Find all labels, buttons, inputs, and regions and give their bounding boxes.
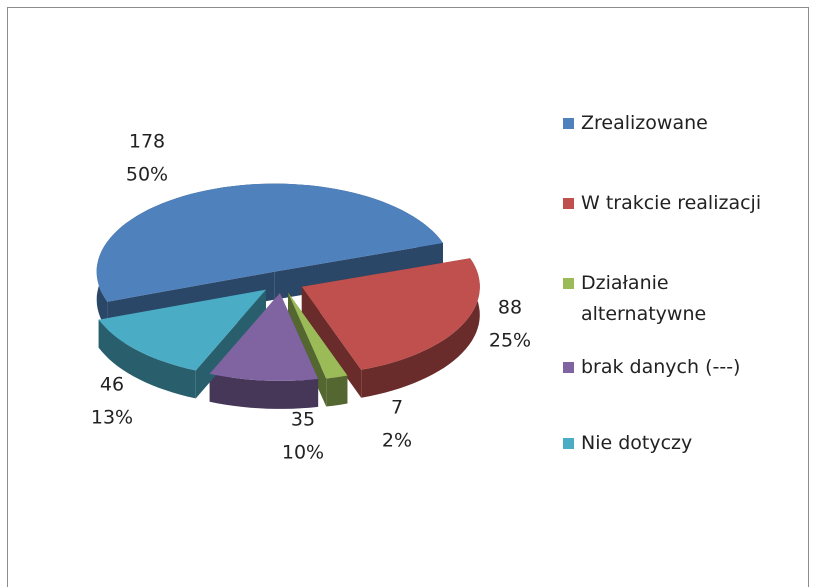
- data-label: 178: [129, 131, 165, 153]
- legend-item: brak danych (---): [560, 352, 781, 383]
- legend-swatch: [563, 438, 574, 449]
- percent-label: 50%: [126, 164, 168, 186]
- slice: [98, 289, 266, 371]
- legend-label: brak danych (---): [581, 356, 741, 378]
- percent-label: 10%: [282, 442, 324, 464]
- legend-label: Zrealizowane: [581, 112, 708, 134]
- slice-side: [326, 375, 348, 407]
- slice-side: [361, 258, 480, 398]
- chart-frame: [7, 7, 809, 587]
- data-label: 46: [100, 374, 124, 396]
- data-label: 7: [391, 397, 403, 419]
- legend-swatch: [563, 278, 574, 289]
- legend-label: Nie dotyczy: [581, 432, 693, 454]
- slice: [288, 292, 348, 379]
- legend-item: Zrealizowane: [560, 108, 781, 139]
- legend-label: W trakcie realizacji: [581, 192, 762, 214]
- data-label: 35: [291, 409, 315, 431]
- slice: [209, 293, 319, 381]
- legend-label: Działanie alternatywne: [581, 272, 707, 325]
- slice: [301, 258, 480, 370]
- legend-swatch: [563, 198, 574, 209]
- data-label: 88: [498, 297, 522, 319]
- legend-item: Działanie alternatywne: [560, 268, 721, 330]
- legend-swatch: [563, 362, 574, 373]
- legend-swatch: [563, 118, 574, 129]
- legend-item: Nie dotyczy: [560, 428, 781, 459]
- slice-side: [98, 319, 196, 399]
- slice-side: [301, 286, 362, 398]
- legend-item: W trakcie realizacji: [560, 188, 781, 219]
- slice-side: [209, 373, 319, 409]
- percent-label: 13%: [91, 407, 133, 429]
- percent-label: 25%: [489, 330, 531, 352]
- percent-label: 2%: [382, 430, 412, 452]
- slice: [96, 183, 443, 302]
